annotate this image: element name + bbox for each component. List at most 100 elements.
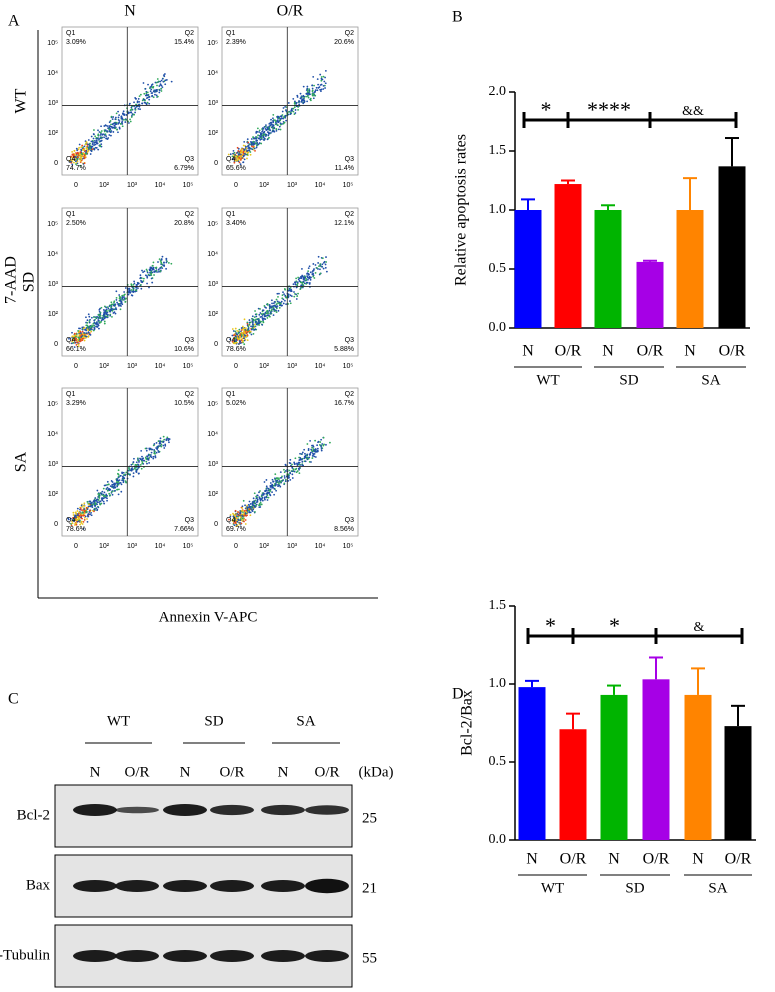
event-dot xyxy=(99,503,102,506)
event-dot xyxy=(82,327,85,330)
event-dot xyxy=(95,507,98,510)
event-dot xyxy=(113,482,116,485)
event-dot xyxy=(236,341,238,344)
event-dot xyxy=(100,306,103,309)
event-dot xyxy=(103,491,106,494)
y-tick-label: 10⁵ xyxy=(47,401,58,408)
event-dot xyxy=(261,317,264,320)
event-dot xyxy=(73,150,76,152)
event-dot xyxy=(263,139,266,141)
event-dot xyxy=(265,133,267,136)
event-dot xyxy=(313,91,316,94)
event-dot xyxy=(277,482,280,485)
event-dot xyxy=(239,163,242,166)
event-dot xyxy=(71,331,73,334)
event-dot xyxy=(311,446,314,449)
event-dot xyxy=(232,520,234,522)
event-dot xyxy=(277,478,280,481)
event-dot xyxy=(283,471,286,474)
event-dot xyxy=(98,308,101,311)
event-dot xyxy=(130,469,133,472)
event-dot xyxy=(308,265,311,268)
event-dot xyxy=(99,317,101,320)
event-dot xyxy=(84,328,86,331)
event-dot xyxy=(321,263,324,266)
event-dot xyxy=(114,489,116,492)
event-dot xyxy=(253,316,256,319)
event-dot xyxy=(252,140,255,143)
band xyxy=(305,878,349,894)
event-dot xyxy=(100,319,103,322)
event-dot xyxy=(165,438,168,441)
column-header: N xyxy=(124,3,136,20)
event-dot xyxy=(249,143,251,146)
event-dot xyxy=(276,481,279,484)
event-dot xyxy=(255,497,258,500)
event-dot xyxy=(165,261,168,264)
event-dot xyxy=(237,338,240,341)
event-dot xyxy=(145,94,148,96)
event-dot xyxy=(83,510,86,513)
event-dot xyxy=(104,129,107,132)
event-dot xyxy=(90,150,93,153)
event-dot xyxy=(267,132,270,135)
event-dot xyxy=(272,121,275,124)
event-dot xyxy=(127,467,130,469)
band xyxy=(261,880,305,892)
event-dot xyxy=(293,295,296,298)
event-dot xyxy=(98,139,100,141)
event-dot xyxy=(290,290,292,293)
event-dot xyxy=(74,511,77,514)
event-dot xyxy=(138,472,140,475)
event-dot xyxy=(110,301,113,304)
x-tick-label: 0 xyxy=(234,363,238,370)
event-dot xyxy=(255,315,258,318)
event-dot xyxy=(152,96,155,99)
bar xyxy=(724,726,752,840)
event-dot xyxy=(160,90,163,92)
event-dot xyxy=(278,306,281,309)
event-dot xyxy=(292,283,295,286)
event-dot xyxy=(241,517,244,520)
event-dot xyxy=(232,517,235,519)
event-dot xyxy=(118,120,121,122)
y-tick-label: 0 xyxy=(214,341,218,348)
event-dot xyxy=(254,504,257,507)
event-dot xyxy=(272,120,274,122)
event-dot xyxy=(77,340,80,343)
event-dot xyxy=(99,313,102,315)
event-dot xyxy=(307,278,309,281)
band xyxy=(305,805,349,815)
event-dot xyxy=(306,89,309,92)
event-dot xyxy=(97,506,100,509)
event-dot xyxy=(90,316,93,319)
event-dot xyxy=(263,305,266,307)
event-dot xyxy=(319,268,321,271)
quadrant-text: Q4 xyxy=(66,156,75,163)
event-dot xyxy=(311,93,314,95)
x-tick-label: 10⁴ xyxy=(155,182,166,189)
event-dot xyxy=(70,160,72,163)
event-dot xyxy=(109,314,112,317)
quadrant-text: 78.6% xyxy=(66,526,86,533)
event-dot xyxy=(79,523,82,526)
event-dot xyxy=(248,331,251,334)
event-dot xyxy=(115,297,118,299)
event-dot xyxy=(114,486,117,489)
event-dot xyxy=(80,514,83,517)
event-dot xyxy=(148,453,151,456)
event-dot xyxy=(309,99,312,102)
event-dot xyxy=(268,315,271,318)
event-dot xyxy=(306,443,309,445)
event-dot xyxy=(124,480,127,482)
event-dot xyxy=(246,505,248,508)
event-dot xyxy=(117,110,119,113)
event-dot xyxy=(289,112,292,115)
quadrant-text: 2.39% xyxy=(226,39,246,46)
event-dot xyxy=(148,462,151,464)
event-dot xyxy=(232,330,235,332)
event-dot xyxy=(129,118,131,121)
event-dot xyxy=(78,337,81,340)
event-dot xyxy=(294,112,297,114)
event-dot xyxy=(91,142,94,145)
